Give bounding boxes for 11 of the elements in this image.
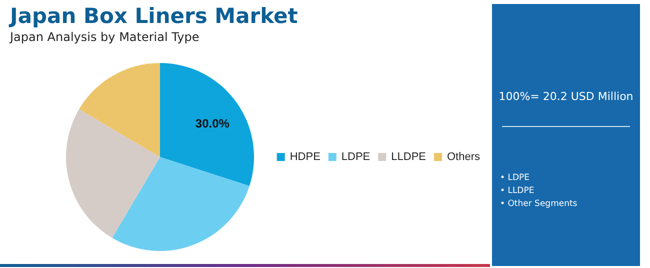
chart-title: Japan Box Liners Market [10,4,298,28]
text: • LDPE [500,172,530,185]
legend-label: LLDPE [391,151,426,163]
chart-subtitle: Japan Analysis by Material Type [10,30,200,44]
legend-label: LDPE [341,151,370,163]
text: • LLDPE [500,185,536,198]
legend-label: HDPE [290,151,320,163]
text: • Other Segments [500,198,578,211]
data-label: 30.0% [195,116,230,131]
text: 100%= 20.2 USD Million [498,90,634,103]
legend-label: Others [446,151,480,163]
